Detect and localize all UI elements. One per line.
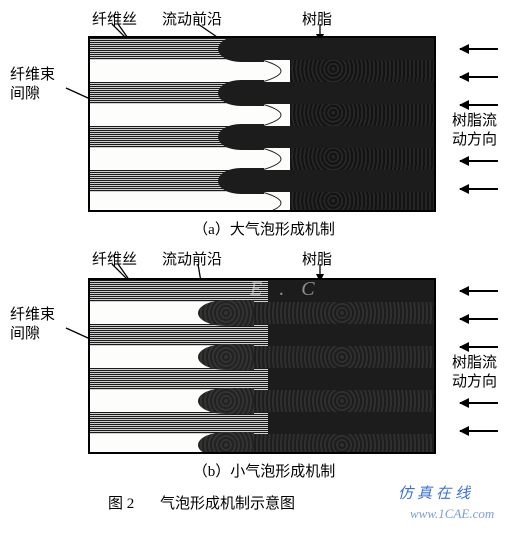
panel-b: E . C (88, 278, 436, 454)
resin-lobe (198, 300, 254, 326)
resin-lobe (198, 344, 254, 370)
site-url: www.1CAE.com (410, 506, 494, 522)
flow-arrow (460, 160, 498, 162)
label-flow-b-l1: 树脂流 (452, 354, 497, 373)
label-resin-a: 树脂 (302, 8, 332, 29)
label-fiber-a: 纤维丝 (92, 8, 137, 29)
resin-region (250, 302, 434, 324)
label-resin-b: 树脂 (302, 248, 332, 269)
label-front-b: 流动前沿 (162, 248, 222, 269)
label-flow-b: 树脂流 动方向 (452, 354, 497, 392)
flow-arrow (460, 76, 498, 78)
label-gap-a: 纤维束 间隙 (10, 66, 55, 104)
resin-region (250, 346, 434, 368)
figure-number: 图 2 (108, 492, 134, 513)
caption-a: （a）大气泡形成机制 (0, 218, 528, 239)
flow-arrow (460, 346, 498, 348)
flow-arrow (460, 430, 498, 432)
label-front-a: 流动前沿 (162, 8, 222, 29)
label-flow-a-l1: 树脂流 (452, 112, 497, 131)
resin-region (268, 324, 434, 346)
label-gap-b-l1: 纤维束 (10, 306, 55, 325)
resin-region (268, 280, 434, 302)
label-gap-b: 纤维束 间隙 (10, 306, 55, 344)
watermark-text: 仿真在线 (398, 482, 474, 503)
label-flow-b-l2: 动方向 (452, 373, 497, 392)
label-fiber-b: 纤维丝 (92, 248, 137, 269)
resin-region (268, 368, 434, 390)
resin-region (250, 390, 434, 412)
label-flow-a: 树脂流 动方向 (452, 112, 497, 150)
flow-arrow (460, 188, 498, 190)
flow-arrow (460, 290, 498, 292)
flow-arrow (460, 48, 498, 50)
resin-region (268, 412, 434, 434)
resin-lobe (198, 432, 254, 454)
flow-arrow (460, 318, 498, 320)
label-gap-b-l2: 间隙 (10, 325, 55, 344)
resin-lobe (198, 388, 254, 414)
label-gap-a-l2: 间隙 (10, 85, 55, 104)
caption-b: （b）小气泡形成机制 (0, 460, 528, 481)
figure-caption: 气泡形成机制示意图 (160, 492, 295, 513)
label-gap-a-l1: 纤维束 (10, 66, 55, 85)
front-curve-a (90, 38, 436, 212)
flow-arrow (460, 104, 498, 106)
flow-arrow (460, 402, 498, 404)
label-flow-a-l2: 动方向 (452, 131, 497, 150)
panel-a (88, 36, 436, 212)
resin-region (250, 434, 434, 454)
